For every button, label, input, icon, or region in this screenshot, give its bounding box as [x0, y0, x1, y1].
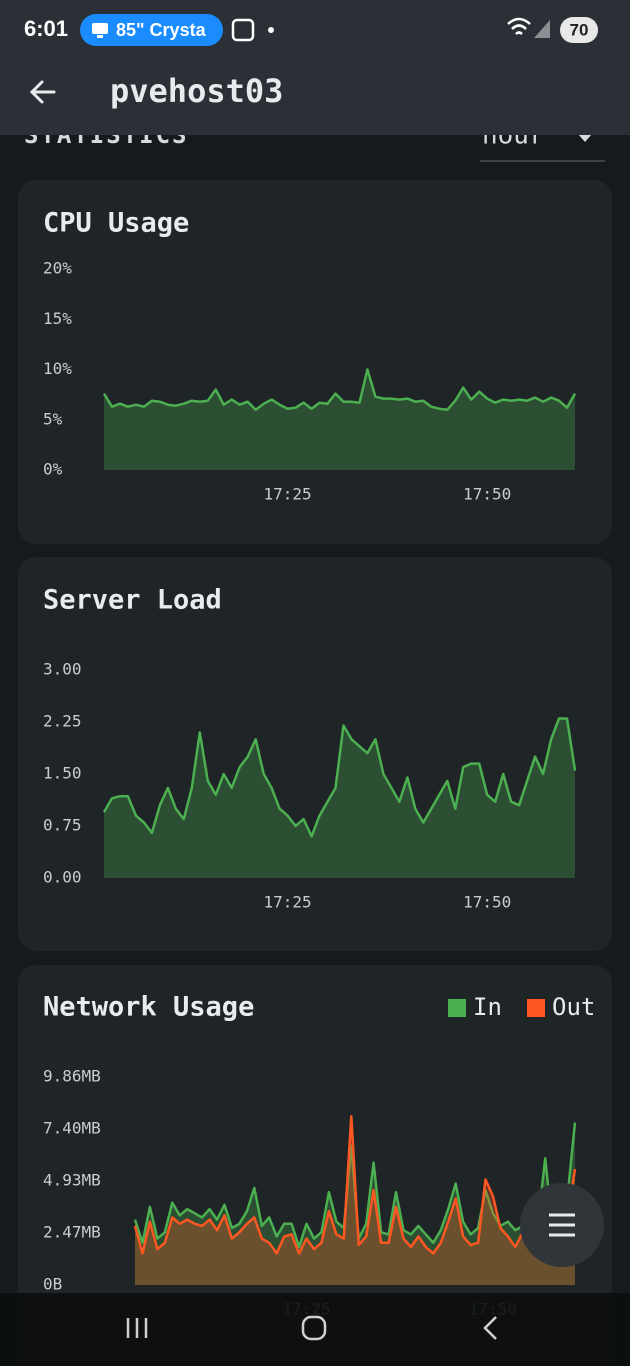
home-button[interactable] — [301, 1315, 327, 1341]
dropdown-arrow[interactable] — [578, 134, 592, 142]
signal-icon — [534, 20, 550, 38]
x-tick-label: 17:50 — [463, 485, 511, 504]
card — [18, 557, 612, 951]
cast-icon — [92, 23, 108, 34]
battery — [560, 17, 598, 43]
x-tick-label: 17:50 — [463, 893, 511, 912]
clock: 6:01 — [24, 16, 68, 41]
y-tick-label: 2.47MB — [43, 1222, 101, 1241]
dot — [268, 27, 274, 33]
y-tick-label: 5% — [43, 409, 63, 428]
line — [102, 717, 577, 838]
page-title: pvehost03 — [110, 72, 283, 110]
menu-icon — [549, 1213, 575, 1237]
cast-icon — [97, 35, 103, 38]
y-tick-label: 0% — [43, 460, 63, 479]
legend-swatch — [527, 999, 545, 1017]
charts: CPU Usage 0% 5% 10% 15% 20% 17:25 17:50 Server L… — [43, 208, 595, 1319]
y-tick-label: 7.40MB — [43, 1118, 101, 1137]
area — [104, 369, 575, 470]
y-tick-label: 10% — [43, 359, 72, 378]
recents-button[interactable] — [126, 1318, 148, 1338]
line — [102, 368, 577, 411]
y-tick-label: 0.75 — [43, 816, 82, 835]
legend-label: In — [473, 993, 502, 1021]
chart-title: Server Load — [43, 585, 222, 616]
y-tick-label: 2.25 — [43, 712, 82, 731]
battery-level: 70 — [570, 20, 589, 39]
screenshot-icon — [231, 18, 255, 42]
y-tick-label: 9.86MB — [43, 1067, 101, 1086]
y-tick-label: 1.50 — [43, 764, 82, 783]
area — [104, 718, 575, 878]
card — [18, 965, 612, 1366]
legend-label: Out — [552, 993, 595, 1021]
chart-title: Network Usage — [43, 992, 254, 1023]
back-nav-button[interactable] — [483, 1316, 497, 1340]
x-tick-label: 17:25 — [264, 893, 312, 912]
wifi-icon — [507, 17, 531, 35]
cast-chip-label: 85" Crysta — [116, 20, 207, 40]
y-tick-label: 20% — [43, 259, 72, 278]
nav-bar — [0, 1293, 630, 1366]
legend-swatch — [448, 999, 466, 1017]
y-tick-label: 4.93MB — [43, 1171, 101, 1190]
y-tick-label: 3.00 — [43, 660, 82, 679]
y-tick-label: 15% — [43, 309, 72, 328]
y-tick-label: 0B — [43, 1275, 62, 1294]
y-tick-label: 0.00 — [43, 868, 82, 887]
x-tick-label: 17:25 — [264, 485, 312, 504]
cast-chip[interactable] — [80, 14, 223, 46]
chart-title: CPU Usage — [43, 208, 189, 239]
back-button[interactable] — [29, 80, 56, 104]
line — [133, 1114, 577, 1255]
card — [18, 180, 612, 544]
